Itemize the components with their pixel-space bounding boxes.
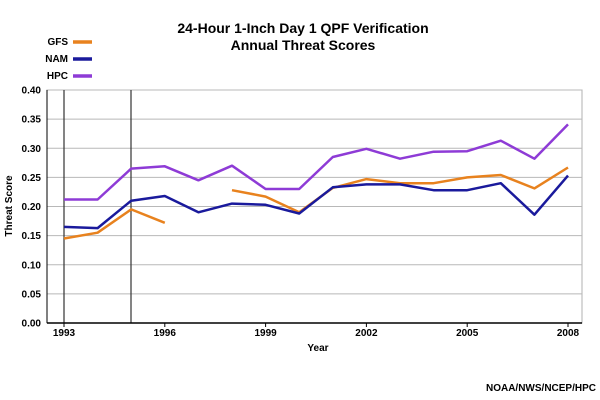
y-tick-label: 0.20: [22, 202, 42, 213]
legend: GFS NAM HPC: [45, 37, 92, 82]
legend-label-hpc: HPC: [47, 71, 68, 82]
series-line-gfs: [63, 208, 166, 240]
series-lines: [63, 123, 569, 240]
y-tick-label: 0.05: [22, 289, 42, 300]
x-tick-label: 1999: [254, 328, 277, 339]
x-tick-label: 2005: [456, 328, 479, 339]
y-tick-label: 0.35: [22, 115, 42, 126]
x-tick-label: 2002: [355, 328, 378, 339]
series-line-hpc: [64, 123, 569, 201]
y-axis-ticks: 0.00 0.05 0.10 0.15 0.20 0.25 0.30 0.35 0.40: [22, 86, 42, 330]
legend-label-gfs: GFS: [47, 37, 68, 48]
chart-subtitle: Annual Threat Scores: [231, 37, 376, 53]
x-tick-label: 1996: [154, 328, 177, 339]
legend-label-nam: NAM: [45, 54, 68, 65]
x-axis-ticks: 1993 1996 1999 2002 2005 2008: [53, 323, 580, 339]
credit-text: NOAA/NWS/NCEP/HPC: [486, 383, 596, 394]
y-tick-label: 0.40: [22, 86, 42, 97]
gridlines: [47, 89, 582, 295]
chart-title: 24-Hour 1-Inch Day 1 QPF Verification: [177, 20, 428, 36]
x-axis-label: Year: [307, 343, 328, 354]
y-tick-label: 0.30: [22, 144, 42, 155]
x-tick-label: 2008: [557, 328, 580, 339]
plot-area: [46, 89, 583, 324]
series-line-nam: [63, 174, 569, 230]
y-tick-label: 0.00: [22, 319, 42, 330]
y-tick-label: 0.25: [22, 173, 42, 184]
y-axis-label: Threat Score: [4, 175, 15, 237]
x-tick-label: 1993: [53, 328, 76, 339]
y-tick-label: 0.15: [22, 231, 42, 242]
y-tick-label: 0.10: [22, 260, 42, 271]
